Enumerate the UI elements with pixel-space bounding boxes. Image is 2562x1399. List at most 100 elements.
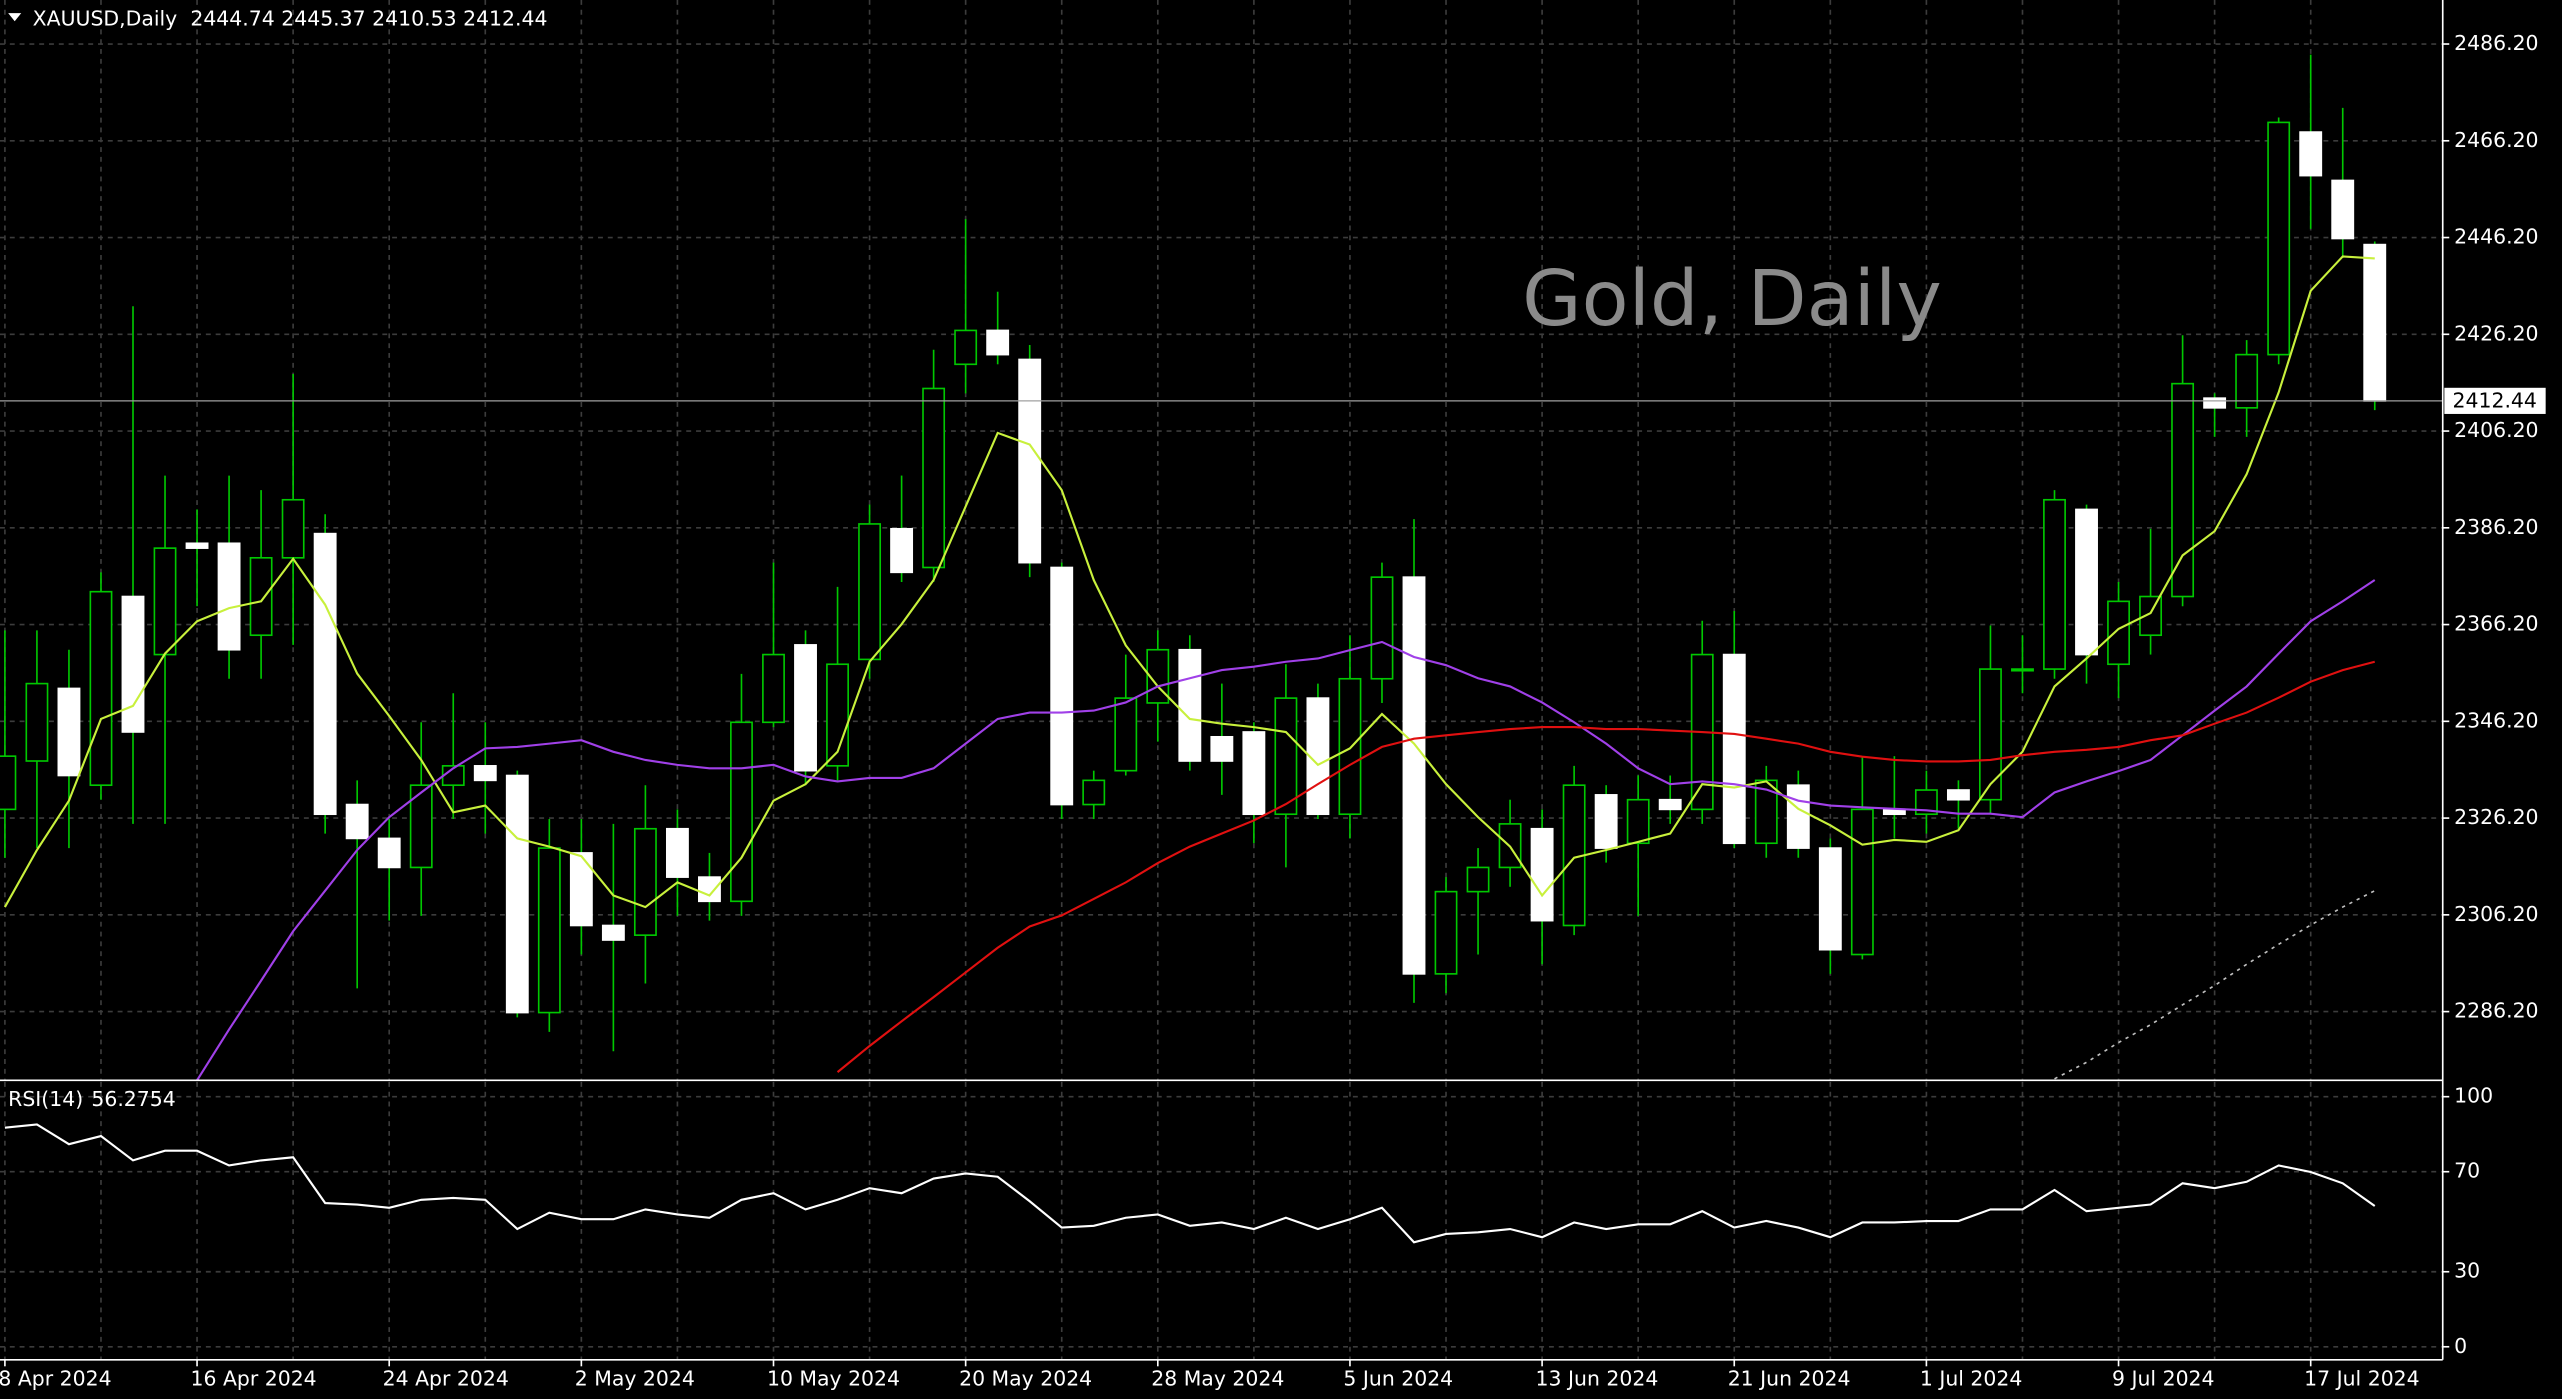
candle-body-up [2267, 121, 2291, 356]
candle-body-down [2203, 397, 2227, 409]
candle-body-down [1946, 789, 1970, 801]
moving-average [3, 255, 2375, 909]
candle-body-down [1786, 784, 1810, 849]
y-tick-label: 2306.20 [2454, 902, 2538, 926]
candle-body-up [2011, 668, 2034, 672]
y-tick-label: 2486.20 [2454, 31, 2538, 55]
x-tick-label: 1 Jul 2024 [1920, 1366, 2023, 1390]
x-tick-label: 13 Jun 2024 [1536, 1366, 1659, 1390]
x-tick-label: 20 May 2024 [959, 1366, 1092, 1390]
x-tick-label: 24 Apr 2024 [383, 1366, 509, 1390]
y-tick-label: 2466.20 [2454, 128, 2538, 152]
y-tick-label: 2346.20 [2454, 708, 2538, 732]
candle-body-down [2299, 131, 2323, 177]
candle-body-down [1818, 847, 1842, 951]
y-tick-label: 2426.20 [2454, 321, 2538, 345]
candle-body-up [1914, 789, 1938, 816]
open-value: 2444.74 [190, 7, 274, 31]
candle-body-down [1402, 576, 1426, 975]
candle-body-down [473, 765, 497, 782]
candle-body-up [1850, 808, 1874, 956]
y-tick-label: 0 [2454, 1334, 2467, 1358]
price-grid [0, 0, 2443, 1081]
high-value: 2445.37 [281, 7, 365, 31]
candle-body-down [1306, 697, 1330, 816]
candle-body-up [1274, 697, 1298, 816]
close-value: 2412.44 [463, 7, 547, 31]
rsi-title: RSI(14) [8, 1087, 83, 1111]
moving-average [2054, 889, 2376, 1080]
candle-body-up [633, 827, 657, 936]
candle-body-down [1242, 731, 1266, 816]
candle-body-down [313, 532, 337, 816]
x-tick-label: 17 Jul 2024 [2304, 1366, 2419, 1390]
rsi-value: 56.2754 [91, 1087, 175, 1111]
y-tick-label: 2406.20 [2454, 418, 2538, 442]
candle-body-down [2363, 243, 2387, 402]
y-tick-label: 2386.20 [2454, 515, 2538, 539]
x-tick-label: 10 May 2024 [767, 1366, 900, 1390]
x-tick-label: 9 Jul 2024 [2112, 1366, 2215, 1390]
watermark: Gold, Daily [1522, 255, 1942, 344]
candle-body-up [1434, 890, 1458, 975]
candle-body-up [922, 387, 946, 569]
candle-body-up [1466, 866, 1490, 893]
chart-header: XAUUSD,Daily 2444.74 2445.37 2410.53 2412.44 [33, 7, 548, 31]
low-value: 2410.53 [372, 7, 456, 31]
y-tick-label: 70 [2454, 1159, 2480, 1183]
candle-body-down [665, 827, 689, 878]
candle-body-up [2171, 382, 2195, 598]
menu-arrow[interactable] [8, 13, 22, 22]
candle-body-down [1722, 653, 1746, 845]
candle-body-up [2107, 600, 2130, 666]
y-tick-label: 2286.20 [2454, 999, 2538, 1023]
candle-body-down [698, 876, 721, 903]
candle-body-up [537, 847, 561, 1014]
candle-body-up [1979, 668, 2002, 801]
axes: 2286.20 2306.20 2326.20 2346.20 2366.20 2386.… [0, 31, 2546, 1390]
moving-average [836, 660, 2376, 1073]
candle-body-down [505, 774, 529, 1014]
candle-body-up [1114, 697, 1138, 772]
x-tick-label: 28 May 2024 [1151, 1366, 1284, 1390]
candle-body-up [1370, 576, 1394, 680]
candle-body-down [217, 542, 241, 651]
candle-body-up [25, 682, 49, 762]
symbol: XAUUSD,Daily [33, 7, 178, 31]
y-tick-label: 2366.20 [2454, 612, 2538, 636]
candle-body-down [1594, 794, 1618, 849]
candle-body-down [121, 595, 145, 733]
candle-body-down [1018, 358, 1042, 564]
x-tick-label: 16 Apr 2024 [191, 1366, 317, 1390]
candle-body-down [601, 924, 625, 941]
candle-body-up [2235, 353, 2259, 409]
candle-body-up [2043, 498, 2066, 670]
candle-body-down [345, 803, 369, 840]
candle-body-up [1082, 779, 1106, 806]
x-tick-label: 2 May 2024 [575, 1366, 695, 1390]
candle-body-down [986, 329, 1010, 356]
candle-body-up [858, 523, 882, 661]
candle-body-down [1658, 798, 1682, 811]
x-tick-label: 21 Jun 2024 [1728, 1366, 1851, 1390]
y-tick-label: 100 [2454, 1084, 2493, 1108]
candle-body-down [890, 527, 914, 574]
rsi-pane [4, 1123, 2376, 1244]
candle-body-down [1530, 827, 1554, 922]
candle-body-up [954, 329, 978, 366]
candle-body-up [0, 755, 17, 811]
candle-body-down [569, 852, 593, 927]
price-pane [0, 54, 2443, 1081]
price-tag [2444, 387, 2546, 414]
rsi-line [4, 1123, 2376, 1244]
candle-body-down [2075, 508, 2098, 656]
x-tick-label: 8 Apr 2024 [0, 1366, 112, 1390]
candle-body-down [377, 837, 401, 869]
rsi-header: RSI(14) 56.2754 [8, 1087, 176, 1111]
y-tick-label: 2326.20 [2454, 805, 2538, 829]
candle-body-up [153, 547, 177, 656]
candle-body-up [2139, 595, 2163, 637]
candle-body-up [89, 590, 113, 787]
